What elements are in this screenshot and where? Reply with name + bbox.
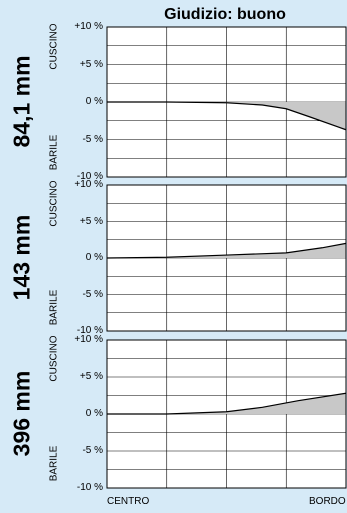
- cuscino-label: CUSCINO: [48, 180, 60, 227]
- series-area: [107, 102, 346, 130]
- barile-label: BARILE: [48, 289, 60, 325]
- y-tick-label: -10 %: [76, 325, 103, 336]
- y-tick-label: -5 %: [82, 288, 103, 300]
- series-area: [107, 243, 346, 258]
- y-tick-label: +10 %: [74, 21, 103, 32]
- y-tick-label: 0 %: [85, 96, 103, 107]
- y-tick-label: -10 %: [76, 482, 103, 493]
- series-line: [107, 101, 347, 131]
- y-tick-label: +5 %: [79, 215, 103, 227]
- cuscino-label: CUSCINO: [48, 22, 60, 70]
- panel-frame: [106, 26, 347, 178]
- distance-label: 84,1 mm: [8, 55, 35, 148]
- panel-frame: [106, 339, 347, 489]
- y-tick-label: -10 %: [76, 171, 103, 182]
- series-area: [107, 393, 346, 414]
- chart-title: Giudizio: buono: [164, 6, 286, 23]
- series-line: [107, 392, 347, 415]
- y-tick-label: +5 %: [79, 58, 103, 70]
- barile-label: BARILE: [48, 134, 60, 171]
- y-tick-label: 0 %: [85, 252, 103, 263]
- panel-frame: [106, 184, 347, 332]
- distance-label: 396 mm: [8, 370, 35, 457]
- series-line: [106, 242, 347, 259]
- y-tick-label: +5 %: [79, 371, 103, 382]
- y-tick-label: 0 %: [85, 408, 103, 419]
- y-tick-label: -5 %: [82, 445, 103, 456]
- y-tick-label: +10 %: [74, 334, 103, 345]
- y-tick-label: +10 %: [74, 179, 103, 190]
- x-label-centro: CENTRO: [107, 496, 150, 507]
- barile-label: BARILE: [48, 446, 60, 482]
- x-label-bordo: BORDO: [309, 496, 346, 507]
- distance-label: 143 mm: [8, 214, 35, 301]
- cuscino-label: CUSCINO: [48, 335, 60, 382]
- y-tick-label: -5 %: [82, 133, 103, 145]
